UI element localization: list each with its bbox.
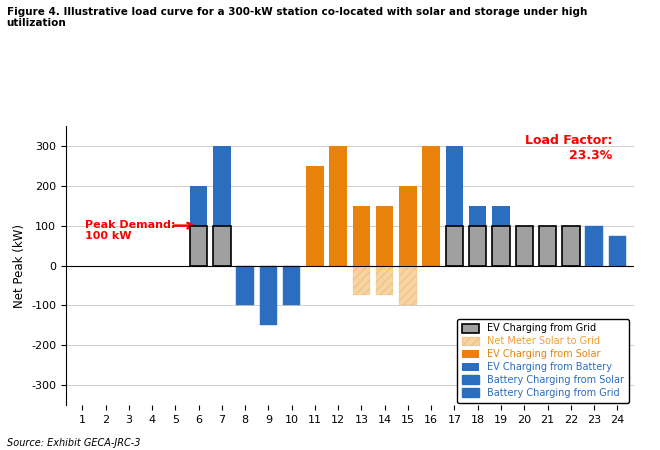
Text: Load Factor:
23.3%: Load Factor: 23.3%: [525, 134, 612, 162]
Bar: [446, 146, 463, 225]
Text: aeclinic.org: aeclinic.org: [531, 374, 631, 389]
Bar: [259, 266, 277, 325]
Bar: [213, 146, 230, 225]
Text: Source: Exhibit GECA-JRC-3: Source: Exhibit GECA-JRC-3: [7, 438, 140, 448]
Bar: [352, 206, 370, 266]
Bar: [376, 206, 393, 266]
Bar: [492, 225, 510, 266]
Bar: [213, 225, 230, 266]
Bar: [190, 225, 207, 266]
Bar: [352, 266, 370, 295]
Bar: [539, 225, 556, 266]
Text: Figure 4. Illustrative load curve for a 300-kW station co-located with solar and: Figure 4. Illustrative load curve for a …: [7, 7, 587, 28]
Bar: [329, 146, 347, 266]
Bar: [190, 186, 207, 225]
Bar: [609, 236, 626, 266]
Y-axis label: Net Peak (kW): Net Peak (kW): [13, 224, 26, 307]
Bar: [446, 225, 463, 266]
Bar: [492, 206, 510, 225]
Bar: [515, 225, 533, 266]
Bar: [422, 146, 440, 266]
Bar: [562, 225, 579, 266]
Text: Peak Demand:
100 kW: Peak Demand: 100 kW: [84, 220, 175, 241]
Bar: [399, 186, 416, 266]
Bar: [585, 225, 603, 266]
Bar: [399, 266, 416, 306]
Bar: [236, 266, 254, 306]
Bar: [469, 206, 486, 225]
Bar: [469, 225, 486, 266]
Legend: EV Charging from Grid, Net Meter Solar to Grid, EV Charging from Solar, EV Charg: EV Charging from Grid, Net Meter Solar t…: [457, 319, 629, 403]
Bar: [306, 166, 323, 266]
Bar: [283, 266, 300, 306]
Bar: [376, 266, 393, 295]
